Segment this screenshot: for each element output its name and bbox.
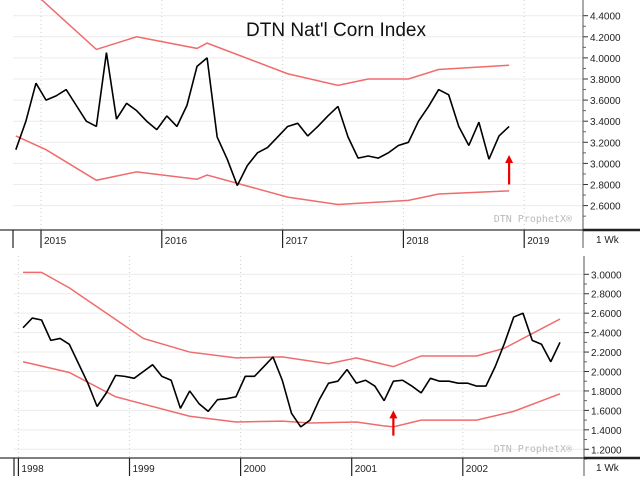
interval-label-top: 1 Wk	[596, 235, 620, 246]
upper-band-line	[40, 0, 510, 87]
y-tick-label: 2.2000	[591, 348, 622, 359]
y-tick-label: 2.8000	[590, 181, 621, 192]
watermark-top: DTN ProphetX®	[494, 214, 573, 225]
x-tick-label: 2018	[406, 236, 429, 247]
y-tick-label: 3.0000	[590, 159, 621, 170]
y-tick-label: 2.6000	[590, 202, 621, 213]
y-tick-label: 3.0000	[591, 270, 622, 281]
price-line	[15, 52, 510, 186]
x-tick-label: 2001	[355, 464, 378, 475]
y-tick-label: 3.8000	[590, 75, 621, 86]
y-tick-label: 4.4000	[590, 12, 621, 23]
y-tick-label: 3.2000	[590, 138, 621, 149]
chart-title: DTN Nat'l Corn Index	[246, 20, 426, 41]
x-tick-label: 2002	[466, 464, 489, 475]
x-tick-label: 2019	[527, 236, 550, 247]
price-line	[22, 312, 561, 428]
x-tick-label: 2016	[165, 236, 188, 247]
x-tick-label: 2000	[244, 464, 267, 475]
x-tick-label: 1998	[21, 464, 44, 475]
upper-band-line	[23, 271, 561, 368]
y-tick-label: 1.4000	[591, 426, 622, 437]
y-tick-label: 1.6000	[591, 406, 622, 417]
interval-label-bottom: 1 Wk	[596, 463, 620, 474]
y-tick-label: 2.6000	[591, 309, 622, 320]
y-tick-label: 2.0000	[591, 368, 622, 379]
red-arrow-head	[505, 154, 514, 163]
y-tick-label: 1.2000	[591, 445, 622, 456]
lower-band-line	[15, 135, 510, 206]
y-tick-label: 2.8000	[591, 290, 622, 301]
lower-band-line	[22, 361, 561, 428]
x-tick-label: 2017	[286, 236, 309, 247]
watermark-bottom: DTN ProphetX®	[494, 444, 573, 455]
y-tick-label: 3.4000	[590, 117, 621, 128]
y-tick-label: 3.6000	[590, 96, 621, 107]
red-arrow-head	[389, 410, 398, 419]
y-tick-label: 4.0000	[590, 54, 621, 65]
y-tick-label: 4.2000	[590, 33, 621, 44]
y-tick-label: 2.4000	[591, 329, 622, 340]
x-tick-label: 2015	[44, 236, 67, 247]
y-tick-label: 1.8000	[591, 387, 622, 398]
x-tick-label: 1999	[133, 464, 156, 475]
